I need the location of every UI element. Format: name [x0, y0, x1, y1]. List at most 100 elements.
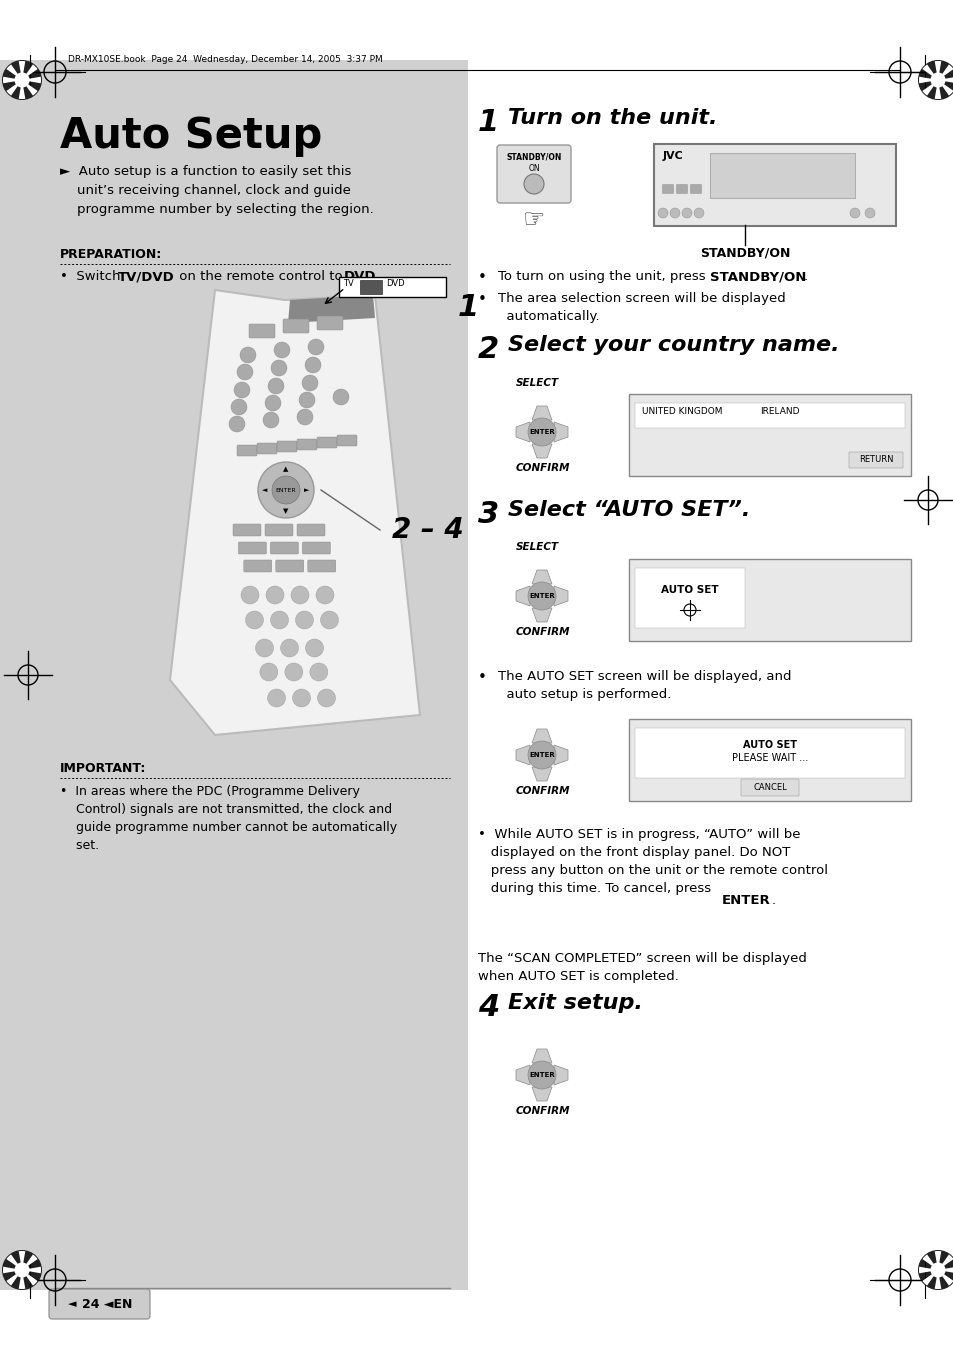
Text: ☞: ☞	[522, 208, 544, 232]
Polygon shape	[532, 570, 552, 584]
Text: CONFIRM: CONFIRM	[516, 463, 570, 473]
Circle shape	[917, 1250, 953, 1290]
Circle shape	[681, 208, 691, 218]
Polygon shape	[554, 744, 567, 765]
FancyBboxPatch shape	[740, 780, 799, 796]
Text: The AUTO SET screen will be displayed, and
  auto setup is performed.: The AUTO SET screen will be displayed, a…	[497, 670, 791, 701]
FancyBboxPatch shape	[848, 453, 902, 467]
Circle shape	[305, 639, 323, 657]
Text: AUTO SET: AUTO SET	[742, 740, 796, 750]
Wedge shape	[22, 65, 37, 80]
Wedge shape	[3, 1267, 22, 1273]
Text: CONFIRM: CONFIRM	[516, 1106, 570, 1116]
Polygon shape	[516, 1065, 530, 1085]
FancyBboxPatch shape	[296, 439, 316, 450]
Text: Exit setup.: Exit setup.	[507, 993, 642, 1013]
Text: To turn on using the unit, press: To turn on using the unit, press	[497, 270, 709, 282]
Circle shape	[255, 639, 274, 657]
Polygon shape	[516, 744, 530, 765]
Text: PLEASE WAIT ...: PLEASE WAIT ...	[731, 753, 807, 763]
Wedge shape	[7, 80, 22, 96]
FancyBboxPatch shape	[256, 443, 276, 454]
FancyBboxPatch shape	[244, 561, 272, 571]
Text: •: •	[477, 292, 486, 307]
FancyBboxPatch shape	[275, 561, 303, 571]
Text: •  While AUTO SET is in progress, “AUTO” will be
   displayed on the front displ: • While AUTO SET is in progress, “AUTO” …	[477, 828, 827, 894]
Wedge shape	[3, 77, 22, 84]
Text: Auto Setup: Auto Setup	[60, 115, 322, 157]
Polygon shape	[532, 608, 552, 621]
FancyBboxPatch shape	[628, 559, 910, 640]
Circle shape	[291, 586, 309, 604]
Text: SELECT: SELECT	[516, 378, 558, 388]
Text: •: •	[477, 670, 486, 685]
Circle shape	[272, 476, 299, 504]
FancyBboxPatch shape	[308, 561, 335, 571]
Circle shape	[317, 689, 335, 707]
FancyBboxPatch shape	[635, 403, 904, 428]
Circle shape	[245, 611, 263, 630]
Circle shape	[271, 359, 287, 376]
Wedge shape	[19, 80, 26, 99]
Wedge shape	[937, 77, 953, 84]
FancyBboxPatch shape	[676, 185, 687, 193]
Text: IRELAND: IRELAND	[760, 407, 799, 416]
FancyBboxPatch shape	[238, 542, 266, 554]
FancyBboxPatch shape	[338, 277, 446, 297]
Circle shape	[266, 586, 284, 604]
FancyBboxPatch shape	[661, 185, 673, 193]
Circle shape	[231, 399, 247, 415]
FancyBboxPatch shape	[628, 719, 910, 801]
Wedge shape	[934, 1270, 941, 1289]
FancyBboxPatch shape	[316, 436, 336, 449]
Wedge shape	[937, 1267, 953, 1273]
FancyBboxPatch shape	[359, 280, 381, 295]
Circle shape	[523, 174, 543, 195]
FancyBboxPatch shape	[283, 319, 309, 332]
FancyBboxPatch shape	[635, 567, 744, 628]
Text: STANDBY/ON: STANDBY/ON	[709, 270, 805, 282]
Wedge shape	[918, 77, 937, 84]
Circle shape	[257, 462, 314, 517]
Circle shape	[14, 1262, 30, 1278]
Text: ◄: ◄	[262, 486, 268, 493]
Circle shape	[298, 392, 314, 408]
Polygon shape	[532, 407, 552, 420]
Wedge shape	[7, 1270, 22, 1286]
Wedge shape	[922, 65, 937, 80]
Wedge shape	[937, 80, 953, 96]
Circle shape	[296, 409, 313, 426]
Circle shape	[669, 208, 679, 218]
Wedge shape	[922, 80, 937, 96]
FancyBboxPatch shape	[302, 542, 330, 554]
Text: SELECT: SELECT	[516, 542, 558, 553]
Text: IMPORTANT:: IMPORTANT:	[60, 762, 146, 775]
Text: ENTER: ENTER	[529, 430, 555, 435]
Wedge shape	[7, 1255, 22, 1270]
Circle shape	[285, 663, 302, 681]
Circle shape	[333, 389, 349, 405]
Text: ENTER: ENTER	[529, 1071, 555, 1078]
Text: 1: 1	[477, 108, 498, 136]
Text: •  Switch: • Switch	[60, 270, 125, 282]
Text: Select “AUTO SET”.: Select “AUTO SET”.	[507, 500, 750, 520]
Text: ENTER: ENTER	[529, 593, 555, 598]
Text: CONFIRM: CONFIRM	[516, 627, 570, 638]
Text: CANCEL: CANCEL	[752, 782, 786, 792]
Polygon shape	[516, 586, 530, 607]
Circle shape	[849, 208, 859, 218]
Polygon shape	[554, 586, 567, 607]
Text: 2 – 4: 2 – 4	[392, 516, 463, 544]
Circle shape	[240, 347, 255, 363]
Text: TV/DVD: TV/DVD	[118, 270, 174, 282]
FancyBboxPatch shape	[336, 435, 356, 446]
Polygon shape	[532, 444, 552, 458]
Text: The “SCAN COMPLETED” screen will be displayed
when AUTO SET is completed.: The “SCAN COMPLETED” screen will be disp…	[477, 952, 806, 984]
Circle shape	[265, 394, 281, 411]
Text: DVD: DVD	[344, 270, 376, 282]
Polygon shape	[554, 422, 567, 442]
Text: JVC: JVC	[662, 151, 683, 161]
Wedge shape	[937, 1255, 953, 1270]
Text: .: .	[368, 270, 372, 282]
Text: Turn on the unit.: Turn on the unit.	[507, 108, 717, 128]
